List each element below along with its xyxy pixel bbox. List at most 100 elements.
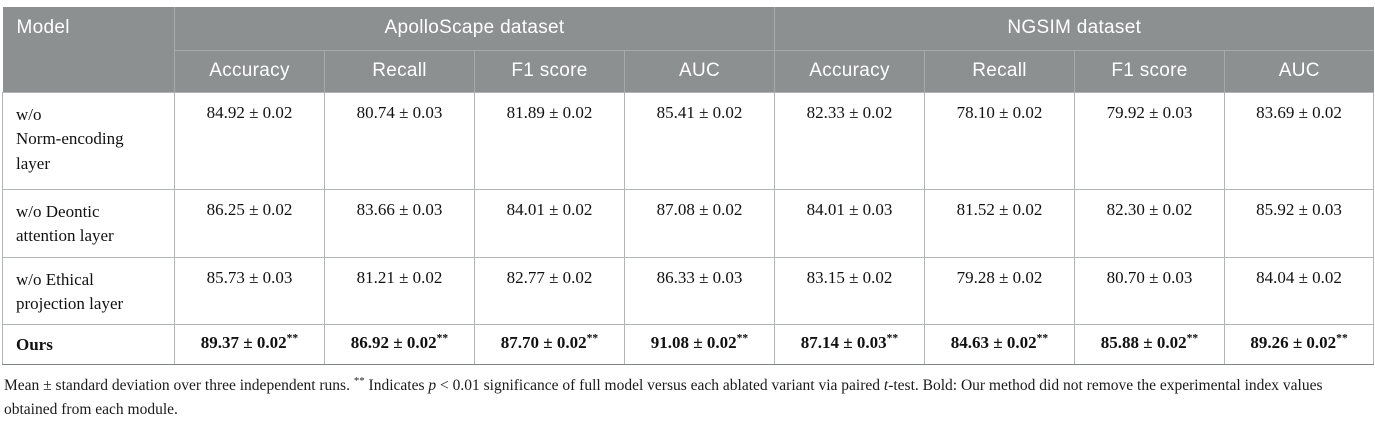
footnote-text: Indicates (364, 376, 429, 394)
row-label: w/o Deontic attention layer (2, 188, 175, 258)
metric-value: 84.04 ± 0.02 (1256, 267, 1342, 287)
metric-value: 80.74 ± 0.03 (356, 102, 443, 122)
metric-value: 83.15 ± 0.02 (806, 267, 893, 287)
header-model: Model (2, 7, 175, 92)
metric-value: 89.26 ± 0.02 (1250, 332, 1337, 352)
row-label: w/o Norm-encoding layer (2, 91, 175, 190)
row-label: Ours (2, 323, 175, 365)
table-row-wo-deontic-attention: w/o Deontic attention layer 86.25 ± 0.02… (2, 188, 1375, 258)
metric-cell: 87.70 ± 0.02** (474, 323, 625, 365)
metric-cell: 78.10 ± 0.02 (924, 91, 1075, 190)
table-row-ours: Ours 89.37 ± 0.02** 86.92 ± 0.02** 87.70… (2, 323, 1375, 365)
significance-marker: ** (286, 330, 299, 344)
metric-cell: 87.14 ± 0.03** (774, 323, 925, 365)
header-metric-f1-ngsim: F1 score (1074, 50, 1225, 92)
header-group-ngsim: NGSIM dataset (773, 7, 1374, 51)
header-group-row: Model ApolloScape dataset NGSIM dataset (2, 7, 1374, 92)
metric-value: 84.01 ± 0.03 (806, 199, 893, 219)
row-label: w/o Ethical projection layer (2, 256, 175, 325)
metric-value: 85.92 ± 0.03 (1256, 199, 1342, 219)
metric-value: 84.92 ± 0.02 (206, 102, 293, 122)
metric-cell: 85.41 ± 0.02 (624, 91, 775, 190)
header-metric-recall-apollo: Recall (324, 50, 475, 92)
metric-value: 82.33 ± 0.02 (806, 102, 893, 122)
table-footnote: Mean ± standard deviation over three ind… (4, 374, 1371, 421)
header-metric-f1-apollo: F1 score (474, 50, 625, 92)
metric-cell: 89.37 ± 0.02** (174, 323, 325, 365)
header-metric-recall-ngsim: Recall (924, 50, 1075, 92)
metric-value: 87.08 ± 0.02 (656, 199, 743, 219)
metric-cell: 85.92 ± 0.03 (1223, 188, 1375, 258)
footnote-text: -test. Bold: Our method did not remove t… (4, 376, 1323, 418)
table-row-wo-norm-encoding: w/o Norm-encoding layer 84.92 ± 0.02 80.… (2, 91, 1375, 190)
metric-cell: 84.63 ± 0.02** (924, 323, 1075, 365)
metric-cell: 83.69 ± 0.02 (1223, 91, 1375, 190)
metric-cell: 84.92 ± 0.02 (174, 91, 325, 190)
metric-value: 86.25 ± 0.02 (206, 199, 293, 219)
metric-cell: 84.04 ± 0.02 (1223, 256, 1375, 325)
significance-marker: ** (436, 330, 449, 344)
significance-marker: ** (1186, 330, 1199, 344)
metric-value: 91.08 ± 0.02 (650, 332, 737, 352)
metric-value: 85.88 ± 0.02 (1100, 332, 1187, 352)
metric-cell: 84.01 ± 0.02 (474, 188, 625, 258)
metric-value: 84.63 ± 0.02 (950, 332, 1037, 352)
metric-cell: 81.52 ± 0.02 (924, 188, 1075, 258)
metric-cell: 82.33 ± 0.02 (774, 91, 925, 190)
metric-value: 87.14 ± 0.03 (800, 332, 887, 352)
metric-value: 81.52 ± 0.02 (956, 199, 1043, 219)
metric-cell: 79.92 ± 0.03 (1074, 91, 1225, 190)
header-metric-accuracy-ngsim: Accuracy (774, 50, 925, 92)
metric-cell: 83.66 ± 0.03 (324, 188, 475, 258)
metric-value: 78.10 ± 0.02 (956, 102, 1043, 122)
metric-cell: 89.26 ± 0.02** (1223, 323, 1375, 365)
metric-cell: 86.33 ± 0.03 (624, 256, 775, 325)
metric-value: 81.21 ± 0.02 (356, 267, 443, 287)
metric-value: 87.70 ± 0.02 (500, 332, 587, 352)
table-row-wo-ethical-projection: w/o Ethical projection layer 85.73 ± 0.0… (2, 256, 1375, 325)
metric-cell: 85.88 ± 0.02** (1074, 323, 1225, 365)
metric-cell: 91.08 ± 0.02** (624, 323, 775, 365)
significance-marker: ** (586, 330, 599, 344)
header-metric-accuracy-apollo: Accuracy (174, 50, 325, 92)
header-metric-auc-apollo: AUC (624, 50, 775, 92)
header-metric-auc-ngsim: AUC (1223, 50, 1374, 92)
p-value-symbol: p (428, 376, 437, 394)
metric-cell: 81.21 ± 0.02 (324, 256, 475, 325)
metric-value: 86.92 ± 0.02 (350, 332, 437, 352)
header-metric-row: Accuracy Recall F1 score AUC Accuracy Re… (3, 50, 1374, 92)
metric-cell: 82.30 ± 0.02 (1074, 188, 1225, 258)
metric-value: 79.28 ± 0.02 (956, 267, 1043, 287)
metric-value: 82.30 ± 0.02 (1106, 199, 1193, 219)
metric-cell: 81.89 ± 0.02 (474, 91, 625, 190)
metric-cell: 84.01 ± 0.03 (774, 188, 925, 258)
metric-value: 85.41 ± 0.02 (656, 102, 743, 122)
significance-marker: ** (1336, 330, 1348, 344)
metric-cell: 80.74 ± 0.03 (324, 91, 475, 190)
metric-cell: 86.92 ± 0.02** (324, 323, 475, 365)
metric-cell: 85.73 ± 0.03 (174, 256, 325, 325)
t-test-symbol: t (883, 376, 889, 394)
footnote-text: Mean ± standard deviation over three ind… (4, 376, 354, 394)
metric-value: 85.73 ± 0.03 (206, 267, 293, 287)
table-header: Model ApolloScape dataset NGSIM dataset … (2, 7, 1374, 92)
header-group-apolloscape: ApolloScape dataset (174, 7, 775, 51)
ablation-results-table: Model ApolloScape dataset NGSIM dataset … (2, 7, 1375, 365)
metric-value: 83.66 ± 0.03 (356, 199, 443, 219)
footnote-text: < 0.01 significance of full model versus… (436, 376, 884, 394)
metric-cell: 82.77 ± 0.02 (474, 256, 625, 325)
metric-value: 81.89 ± 0.02 (506, 102, 593, 122)
metric-cell: 87.08 ± 0.02 (624, 188, 775, 258)
metric-cell: 80.70 ± 0.03 (1074, 256, 1225, 325)
metric-cell: 79.28 ± 0.02 (924, 256, 1075, 325)
metric-value: 89.37 ± 0.02 (200, 332, 287, 352)
metric-value: 80.70 ± 0.03 (1106, 267, 1193, 287)
significance-marker: ** (886, 330, 899, 344)
significance-marker: ** (353, 374, 365, 387)
metric-cell: 83.15 ± 0.02 (774, 256, 925, 325)
table-body: w/o Norm-encoding layer 84.92 ± 0.02 80.… (2, 91, 1375, 365)
significance-marker: ** (1036, 330, 1049, 344)
significance-marker: ** (736, 330, 749, 344)
metric-cell: 86.25 ± 0.02 (174, 188, 325, 258)
